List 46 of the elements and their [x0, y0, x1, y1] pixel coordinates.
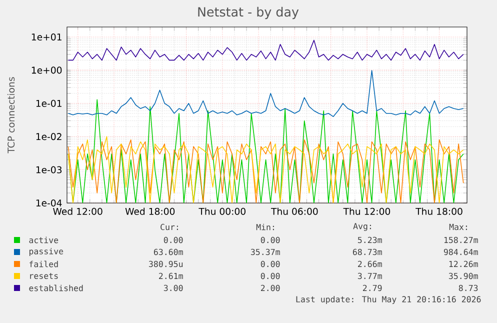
legend-label: established	[29, 284, 83, 292]
text: 3.00	[164, 284, 183, 292]
text: 5.23m	[358, 236, 382, 244]
legend-label: passive	[29, 248, 64, 256]
y-tick-label: 1e+00	[32, 66, 62, 74]
text: 0.00	[164, 236, 183, 244]
x-tick-label: Thu 12:00	[343, 208, 390, 215]
text: 35.37m	[250, 248, 280, 256]
y-tick-label: 1e-02	[36, 133, 62, 140]
text: 2.66m	[358, 260, 382, 268]
text: Min:	[256, 224, 274, 230]
text: 158.27m	[444, 236, 478, 244]
text: 35.90m	[448, 272, 478, 280]
text: 2.00	[260, 284, 280, 292]
y-tick-label: 1e-01	[36, 100, 62, 107]
text: 0.00	[260, 272, 280, 280]
x-tick-label: Thu 18:00	[416, 208, 462, 215]
text: 2.79	[362, 284, 382, 292]
x-tick-label: Wed 12:00	[53, 208, 102, 215]
legend-label: failed	[30, 260, 58, 268]
text: 12.26m	[449, 260, 478, 268]
text: 2.61m	[159, 272, 183, 280]
text: Avg:	[353, 223, 371, 231]
text: Cur:	[160, 224, 178, 230]
text: 8.73	[458, 284, 478, 292]
line-series	[68, 70, 464, 117]
text: 3.77m	[358, 272, 382, 280]
y-tick-label: 1e+01	[32, 33, 62, 41]
line-series	[68, 40, 464, 61]
legend-label: active	[29, 236, 58, 244]
y-axis-title: TCP connections	[7, 77, 15, 154]
text: 984.64m	[444, 248, 478, 256]
text: Last update: Thu May 21 20:16:16 2026	[296, 296, 481, 304]
chart-title: Netstat - by day	[198, 6, 299, 20]
text: 0.00	[260, 260, 280, 268]
text: 68.73m	[352, 248, 382, 256]
x-tick-label: Thu 00:00	[198, 208, 246, 215]
text: 380.95u	[149, 260, 183, 268]
text: 63.60m	[154, 248, 183, 256]
y-tick-label: 1e-03	[36, 166, 62, 174]
text: 0.00	[260, 236, 280, 244]
x-tick-label: Thu 06:00	[270, 208, 318, 215]
text: Max:	[449, 224, 467, 230]
x-tick-label: Wed 18:00	[125, 208, 175, 215]
legend-label: resets	[30, 273, 58, 279]
y-tick-label: 1e-04	[36, 199, 62, 207]
